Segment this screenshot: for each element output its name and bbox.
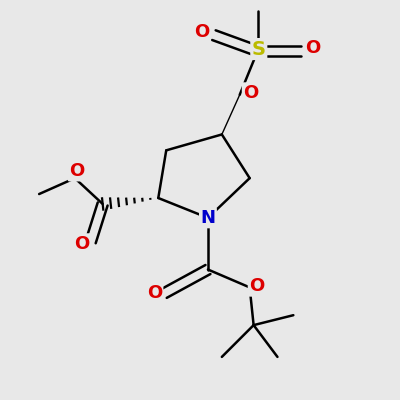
Text: O: O [243,84,258,102]
Text: O: O [69,162,84,180]
Text: N: N [200,209,216,227]
Text: O: O [249,277,264,295]
Text: S: S [252,40,266,58]
Text: O: O [74,235,90,253]
Text: O: O [147,284,162,302]
Text: O: O [194,23,210,41]
Polygon shape [222,95,240,134]
Text: O: O [306,39,321,57]
